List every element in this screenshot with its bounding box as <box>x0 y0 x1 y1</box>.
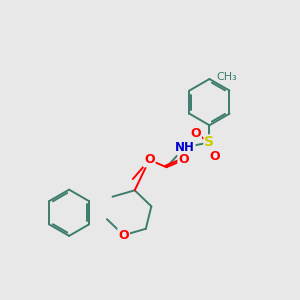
Text: CH₃: CH₃ <box>217 72 238 82</box>
Text: NH: NH <box>175 141 195 154</box>
Text: O: O <box>190 127 201 140</box>
Text: O: O <box>178 153 189 167</box>
Text: O: O <box>209 150 220 163</box>
Text: O: O <box>144 153 155 167</box>
Text: S: S <box>204 135 214 149</box>
Text: O: O <box>118 229 129 242</box>
